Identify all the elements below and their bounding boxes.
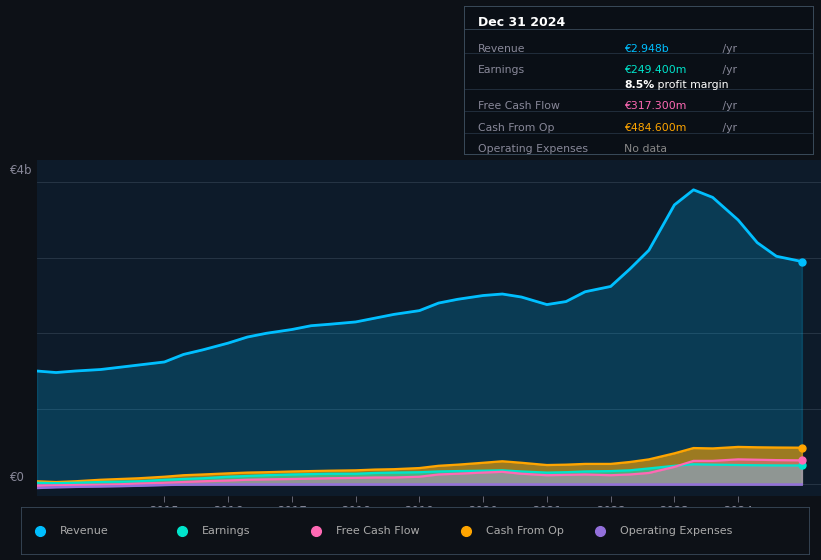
Text: /yr: /yr: [718, 101, 736, 110]
Text: €317.300m: €317.300m: [624, 101, 686, 110]
Text: Cash From Op: Cash From Op: [478, 123, 554, 133]
Text: €2.948b: €2.948b: [624, 44, 669, 54]
Text: Earnings: Earnings: [202, 526, 250, 535]
Text: Revenue: Revenue: [60, 526, 108, 535]
Text: Free Cash Flow: Free Cash Flow: [478, 101, 560, 110]
Text: €249.400m: €249.400m: [624, 65, 686, 75]
Text: €484.600m: €484.600m: [624, 123, 686, 133]
Text: Operating Expenses: Operating Expenses: [478, 143, 588, 153]
Text: €4b: €4b: [10, 164, 32, 178]
Text: Operating Expenses: Operating Expenses: [620, 526, 732, 535]
Text: No data: No data: [624, 143, 667, 153]
Text: Free Cash Flow: Free Cash Flow: [336, 526, 420, 535]
Text: Earnings: Earnings: [478, 65, 525, 75]
Text: €0: €0: [10, 470, 25, 484]
Text: Cash From Op: Cash From Op: [485, 526, 563, 535]
Text: Dec 31 2024: Dec 31 2024: [478, 16, 565, 29]
Text: /yr: /yr: [718, 123, 736, 133]
Text: 8.5%: 8.5%: [624, 80, 654, 90]
Text: Revenue: Revenue: [478, 44, 525, 54]
Text: /yr: /yr: [718, 44, 736, 54]
Text: profit margin: profit margin: [654, 80, 728, 90]
Text: /yr: /yr: [718, 65, 736, 75]
